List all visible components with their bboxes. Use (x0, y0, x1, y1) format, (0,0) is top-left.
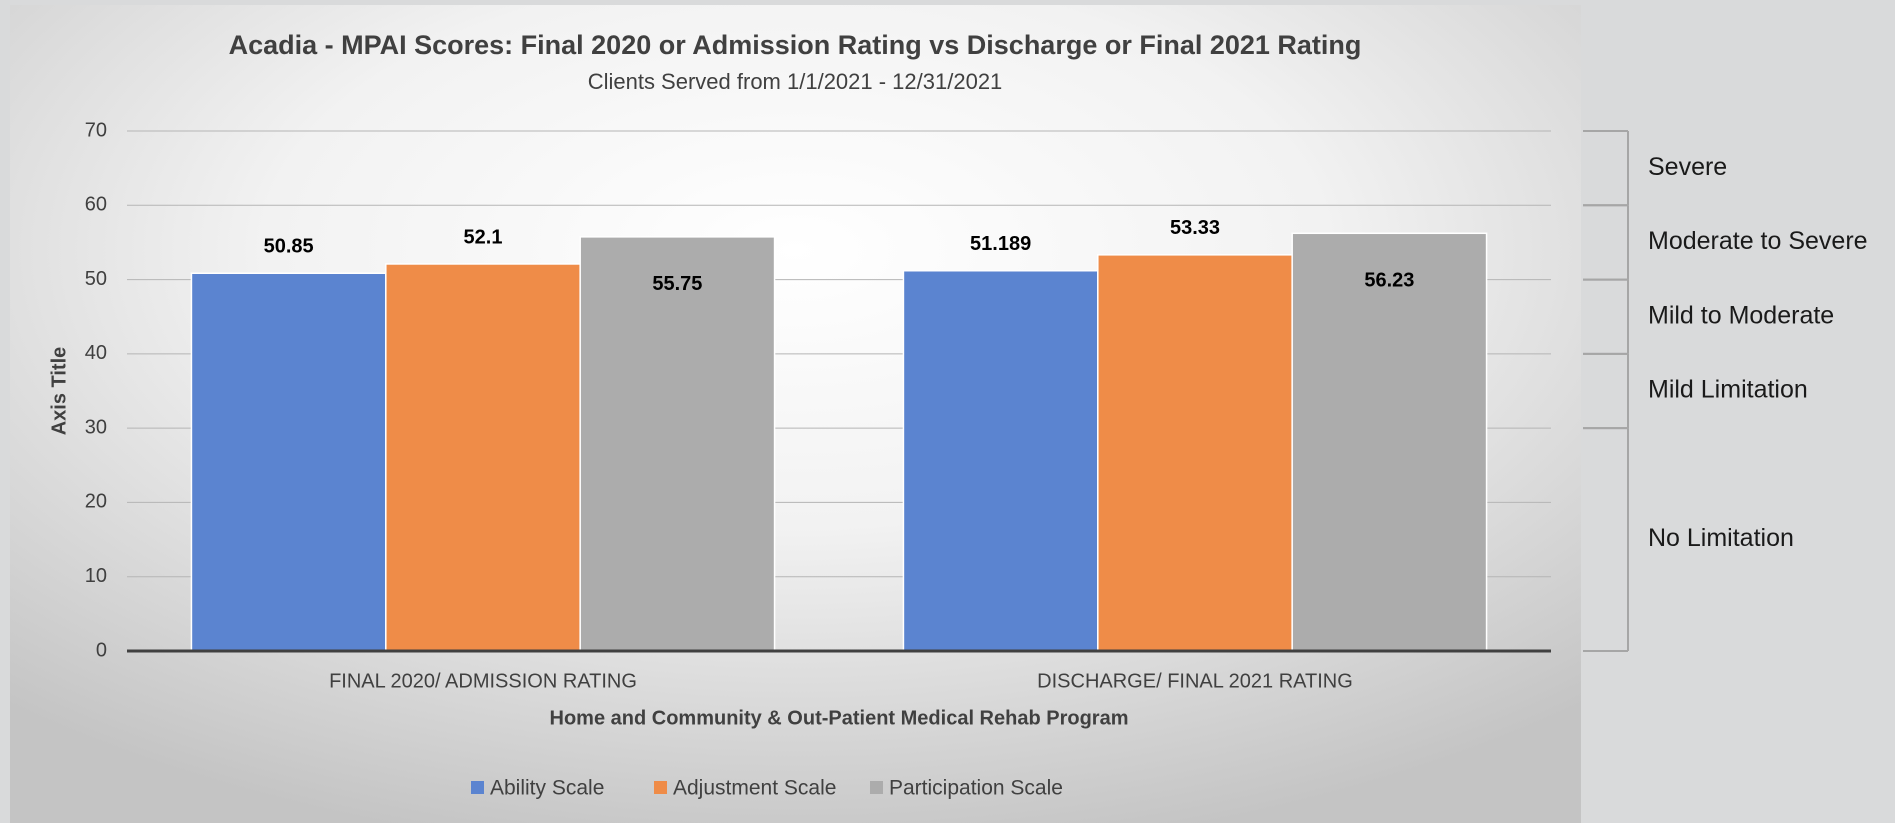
bar (1291, 232, 1488, 652)
y-tick-label: 20 (85, 491, 107, 513)
y-tick-label: 40 (85, 342, 107, 364)
y-tick-label: 60 (85, 194, 107, 216)
chart-subtitle: Clients Served from 1/1/2021 - 12/31/202… (588, 69, 1003, 94)
bar (190, 272, 387, 652)
bar (1097, 254, 1293, 652)
y-tick-label: 30 (85, 416, 107, 438)
y-tick-label: 10 (85, 565, 107, 587)
data-label: 50.85 (264, 236, 314, 258)
y-tick-label: 0 (96, 639, 107, 661)
legend-swatch (870, 781, 883, 794)
band-label: No Limitation (1648, 524, 1794, 552)
bar (385, 263, 581, 652)
legend-label: Adjustment Scale (673, 777, 836, 800)
band-label: Moderate to Severe (1648, 227, 1868, 255)
x-tick-label: DISCHARGE/ FINAL 2021 RATING (1037, 670, 1353, 692)
data-label: 51.189 (970, 233, 1031, 255)
chart-title: Acadia - MPAI Scores: Final 2020 or Admi… (229, 30, 1362, 60)
data-label: 56.23 (1364, 270, 1414, 292)
legend-label: Ability Scale (490, 777, 604, 800)
data-label: 52.1 (464, 226, 503, 248)
data-label: 55.75 (652, 273, 702, 295)
legend-label: Participation Scale (889, 777, 1063, 800)
band-label: Severe (1648, 153, 1727, 181)
bar (902, 269, 1099, 652)
y-tick-label: 50 (85, 268, 107, 290)
x-axis-title: Home and Community & Out-Patient Medical… (550, 707, 1129, 729)
legend-swatch (471, 781, 484, 794)
band-label: Mild to Moderate (1648, 301, 1834, 329)
y-tick-label: 70 (85, 119, 107, 141)
bar (579, 236, 776, 652)
x-tick-label: FINAL 2020/ ADMISSION RATING (329, 670, 637, 692)
data-label: 53.33 (1170, 217, 1220, 239)
band-label: Mild Limitation (1648, 376, 1808, 404)
legend-swatch (654, 781, 667, 794)
y-axis-title: Axis Title (48, 347, 70, 436)
